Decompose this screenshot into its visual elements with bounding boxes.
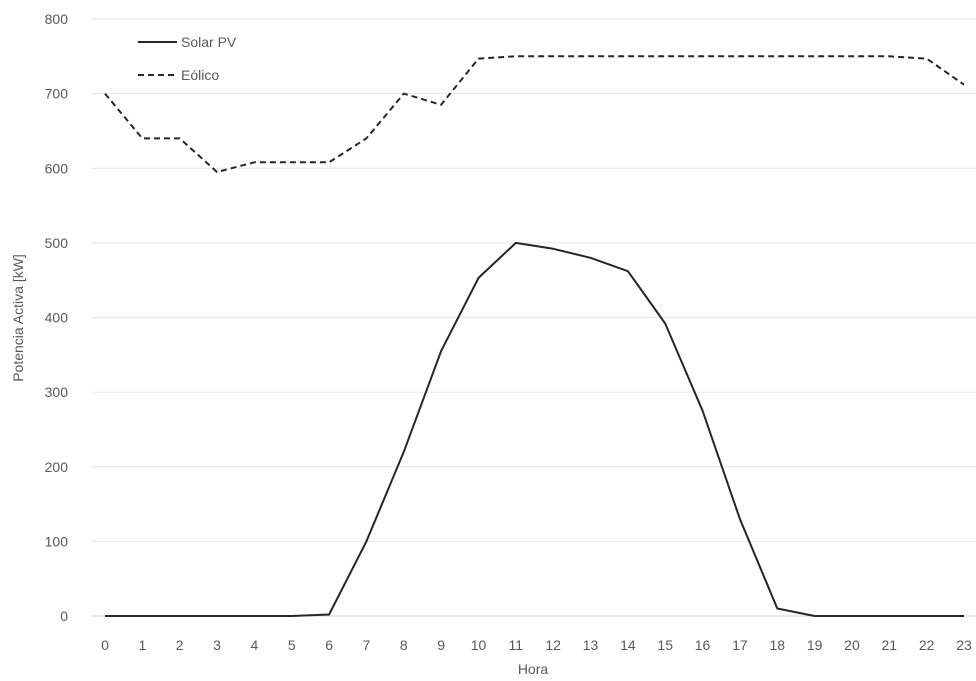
y-tick-label: 100: [45, 533, 69, 549]
x-tick-label: 12: [545, 637, 561, 653]
y-axis-title: Potencia Activa [kW]: [10, 254, 26, 382]
x-tick-label: 21: [882, 637, 898, 653]
x-tick-label: 22: [919, 637, 935, 653]
x-axis-title: Hora: [518, 661, 549, 677]
x-tick-label: 15: [657, 637, 673, 653]
series-lines: [104, 55, 965, 617]
y-tick-label: 200: [45, 459, 69, 475]
legend: Solar PV Eólico: [138, 34, 237, 83]
x-tick-label: 11: [509, 637, 524, 653]
legend-label-eolico: Eólico: [181, 67, 219, 83]
x-tick-label: 4: [250, 637, 258, 653]
x-tick-label: 10: [471, 637, 487, 653]
x-tick-label: 3: [213, 637, 221, 653]
x-axis-ticks: 0 1 2 3 4 5 6 7 8 9 10 11 12 13 14 15 16 17 18 19 20 21 22 23: [101, 637, 972, 653]
x-tick-label: 19: [807, 637, 823, 653]
series-line-solar-pv: [105, 241, 964, 617]
series-line-eolico: [104, 55, 965, 173]
legend-label-solar-pv: Solar PV: [181, 34, 237, 50]
y-tick-label: 700: [45, 86, 69, 102]
x-tick-label: 9: [437, 637, 445, 653]
x-tick-label: 1: [138, 637, 146, 653]
x-tick-label: 23: [956, 637, 972, 653]
x-tick-label: 2: [176, 637, 184, 653]
x-tick-label: 7: [363, 637, 371, 653]
y-tick-label: 300: [45, 384, 69, 400]
x-tick-label: 5: [288, 637, 296, 653]
x-tick-label: 17: [732, 637, 748, 653]
y-tick-label: 600: [45, 160, 69, 176]
x-tick-label: 13: [583, 637, 599, 653]
x-tick-label: 6: [325, 637, 333, 653]
x-tick-label: 20: [844, 637, 860, 653]
y-axis-ticks: 0 100 200 300 400 500 600 700 800: [45, 11, 69, 624]
y-tick-label: 400: [45, 310, 69, 326]
y-tick-label: 800: [45, 11, 69, 27]
x-tick-label: 18: [769, 637, 785, 653]
x-tick-label: 8: [400, 637, 408, 653]
y-tick-label: 500: [45, 235, 69, 251]
y-tick-label: 0: [60, 608, 68, 624]
x-tick-label: 16: [695, 637, 711, 653]
x-tick-label: 0: [101, 637, 109, 653]
gridlines: [92, 18, 976, 617]
x-tick-label: 14: [620, 637, 636, 653]
